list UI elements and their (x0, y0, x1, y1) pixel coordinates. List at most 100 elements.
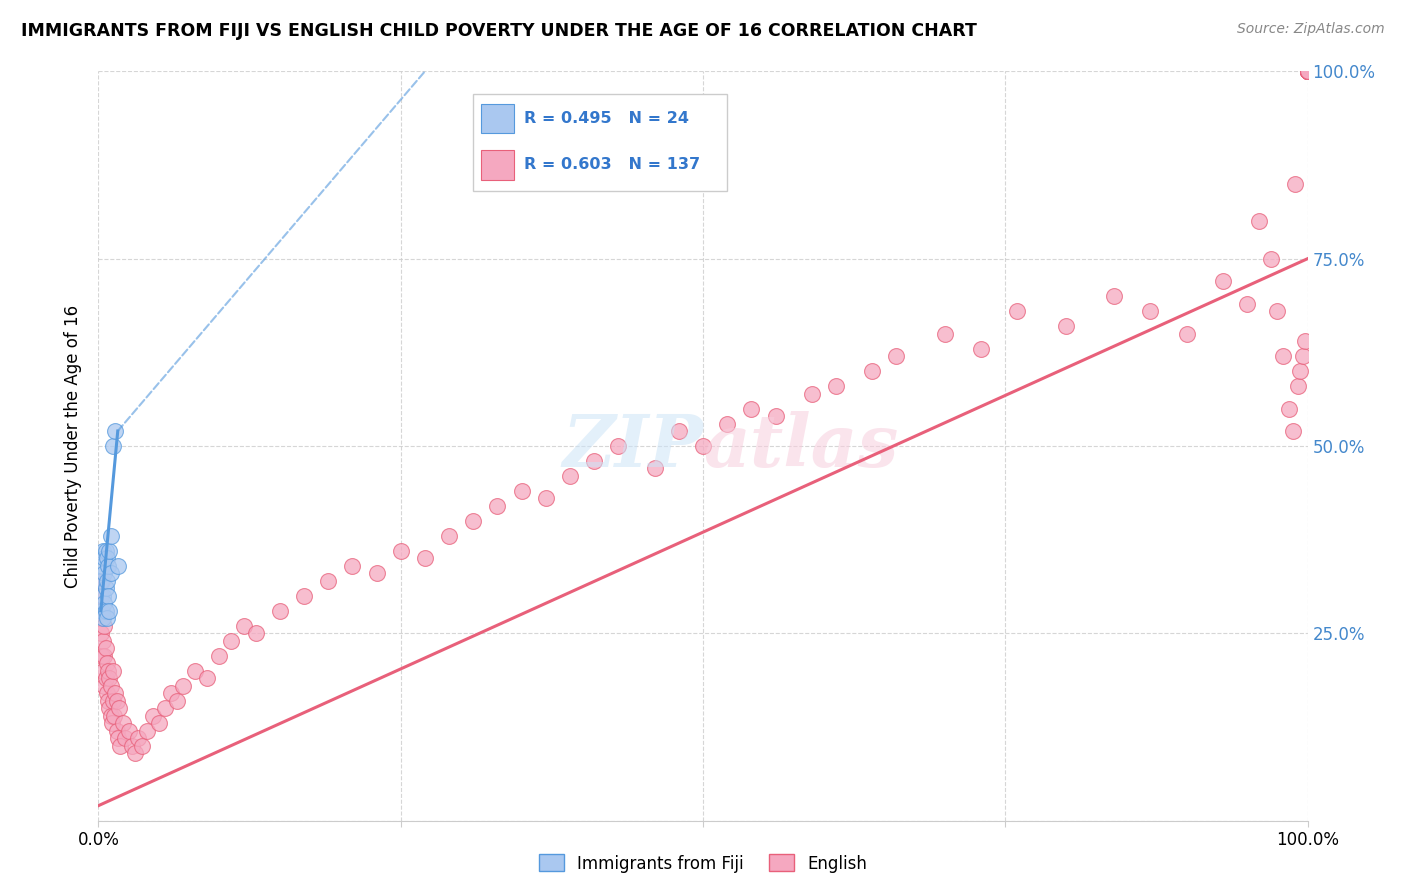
Point (1296, 64, 1319, 78)
Point (1296, 64, 1319, 78)
Point (91, 544, 114, 558)
Point (91, 558, 114, 573)
Point (1296, 64, 1319, 78)
Point (105, 694, 128, 708)
Point (131, 739, 153, 753)
Y-axis label: Child Poverty Under the Age of 16: Child Poverty Under the Age of 16 (65, 304, 83, 588)
Point (105, 723, 128, 738)
Point (104, 686, 127, 700)
Point (1292, 349, 1315, 363)
Point (104, 424, 127, 438)
Point (1296, 64, 1319, 78)
Point (583, 454, 606, 468)
Point (413, 551, 436, 566)
Point (510, 483, 533, 498)
Point (1296, 64, 1319, 78)
Point (93, 551, 115, 566)
Point (1296, 64, 1319, 78)
Point (366, 566, 388, 581)
Point (89, 604, 111, 618)
Point (93, 596, 115, 610)
Point (389, 544, 412, 558)
Point (148, 716, 170, 731)
Point (91, 574, 114, 588)
Point (800, 386, 823, 401)
Point (1296, 64, 1319, 78)
Point (1175, 326, 1198, 341)
Point (860, 364, 883, 378)
Point (101, 439, 124, 453)
Point (1296, 64, 1319, 78)
Point (1296, 64, 1319, 78)
Point (1296, 64, 1319, 78)
Point (1282, 424, 1305, 438)
Point (94, 604, 117, 618)
Point (292, 589, 315, 603)
Point (1296, 64, 1319, 78)
Point (1289, 364, 1312, 378)
Point (98, 701, 121, 715)
Point (121, 739, 143, 753)
Point (1296, 64, 1319, 78)
Point (1296, 64, 1319, 78)
Point (534, 491, 557, 506)
Point (160, 686, 183, 700)
Text: ZIP: ZIP (562, 410, 703, 482)
Point (142, 708, 165, 723)
Point (153, 701, 176, 715)
Point (1296, 64, 1319, 78)
Point (98, 544, 121, 558)
Point (100, 716, 122, 731)
Point (716, 417, 738, 431)
Point (208, 648, 231, 663)
Point (558, 469, 581, 483)
Point (1054, 319, 1077, 334)
Point (96, 657, 118, 671)
Point (342, 558, 364, 573)
Point (97, 558, 120, 573)
Point (1296, 64, 1319, 78)
Point (1296, 64, 1319, 78)
Point (825, 379, 848, 393)
Point (1139, 304, 1161, 318)
Point (245, 626, 267, 640)
Point (93, 566, 115, 581)
Point (91, 589, 114, 603)
Legend: Immigrants from Fiji, English: Immigrants from Fiji, English (533, 847, 873, 880)
Point (486, 499, 509, 513)
Point (90, 626, 112, 640)
Text: Source: ZipAtlas.com: Source: ZipAtlas.com (1237, 22, 1385, 37)
Point (269, 604, 291, 618)
Point (91, 604, 114, 618)
Point (103, 708, 125, 723)
Point (1296, 64, 1319, 78)
Point (166, 694, 188, 708)
Point (1296, 64, 1319, 78)
Point (1296, 64, 1319, 78)
Point (1284, 177, 1306, 191)
Text: atlas: atlas (703, 410, 898, 482)
Text: IMMIGRANTS FROM FIJI VS ENGLISH CHILD POVERTY UNDER THE AGE OF 16 CORRELATION CH: IMMIGRANTS FROM FIJI VS ENGLISH CHILD PO… (21, 22, 977, 40)
Point (100, 708, 122, 723)
Point (108, 701, 131, 715)
Point (1296, 64, 1319, 78)
Point (1296, 64, 1319, 78)
Point (607, 439, 630, 453)
Point (1296, 64, 1319, 78)
Point (118, 723, 141, 738)
Point (765, 409, 787, 423)
Point (1296, 64, 1319, 78)
Point (184, 664, 207, 678)
Point (221, 633, 243, 648)
Point (101, 664, 124, 678)
Point (1296, 64, 1319, 78)
Point (1296, 64, 1319, 78)
Point (1296, 64, 1319, 78)
Point (1296, 64, 1319, 78)
Point (1296, 64, 1319, 78)
Point (108, 739, 131, 753)
Point (740, 401, 762, 416)
Point (124, 746, 146, 760)
Point (1249, 214, 1271, 228)
Point (1294, 334, 1316, 348)
